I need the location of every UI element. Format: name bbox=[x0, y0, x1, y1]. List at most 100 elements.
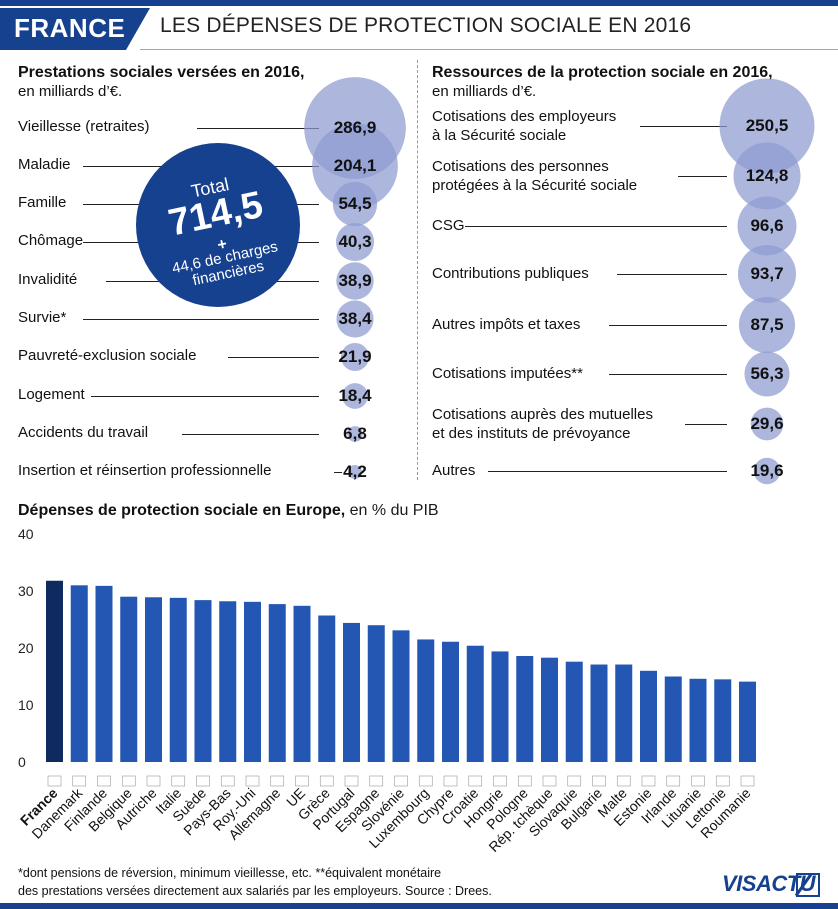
leader-line bbox=[90, 396, 319, 398]
y-tick-label: 40 bbox=[18, 526, 34, 542]
prestations-subtitle: en milliards d’€. bbox=[18, 83, 123, 100]
flag-icon bbox=[344, 775, 359, 787]
ressource-value: 250,5 bbox=[745, 116, 789, 135]
ressource-bubble bbox=[750, 407, 784, 441]
leader-line bbox=[464, 226, 727, 228]
ressource-bubble bbox=[744, 351, 790, 397]
bar bbox=[714, 679, 732, 762]
bar bbox=[516, 655, 534, 762]
ressource-bubble bbox=[738, 296, 796, 354]
prestation-value: 40,3 bbox=[338, 232, 372, 251]
prestation-value: 54,5 bbox=[338, 194, 372, 213]
prestation-label: Vieillesse (retraites) bbox=[18, 118, 150, 135]
bar bbox=[95, 585, 113, 762]
prestation-bubble bbox=[336, 262, 374, 300]
header-rule bbox=[140, 49, 838, 50]
flag-icon bbox=[220, 775, 235, 787]
flag-icon bbox=[468, 775, 483, 787]
ressources-subtitle: en milliards d’€. bbox=[432, 83, 537, 100]
bar bbox=[194, 600, 212, 762]
ressource-value: 93,7 bbox=[750, 264, 784, 283]
flag-icon bbox=[443, 775, 458, 787]
ressource-label: Cotisations auprès des mutuelles et des i… bbox=[432, 405, 653, 443]
logo-mark-icon bbox=[796, 873, 820, 897]
prestation-value: 38,9 bbox=[338, 271, 372, 290]
flag-icon bbox=[666, 775, 681, 787]
ressource-label-line: Autres impôts et taxes bbox=[432, 316, 581, 333]
ressource-label-line: protégées à la Sécurité sociale bbox=[432, 177, 638, 194]
prestation-label: Insertion et réinsertion professionnelle bbox=[18, 462, 272, 479]
ressource-label-line: Cotisations auprès des mutuelles bbox=[432, 406, 653, 423]
prestation-value: 6,8 bbox=[343, 424, 367, 443]
top-bar bbox=[0, 0, 838, 6]
prestation-bubble bbox=[340, 342, 370, 372]
ressource-label-line: Cotisations imputées** bbox=[432, 365, 583, 382]
prestation-label: Famille bbox=[18, 194, 67, 211]
ressource-bubble bbox=[733, 142, 801, 210]
ressource-bubble bbox=[737, 196, 797, 256]
ressource-label-line: à la Sécurité sociale bbox=[432, 127, 567, 144]
flag-icon bbox=[369, 775, 384, 787]
bar bbox=[590, 664, 608, 762]
prestation-bubble bbox=[342, 383, 368, 409]
ressources-title: Ressources de la protection sociale en 2… bbox=[432, 64, 773, 81]
ressource-bubble bbox=[753, 457, 781, 485]
prestation-label: Logement bbox=[18, 386, 85, 403]
prestation-bubble bbox=[335, 222, 375, 262]
ressource-value: 87,5 bbox=[750, 315, 784, 334]
y-tick-label: 30 bbox=[18, 583, 34, 599]
flag-icon bbox=[418, 775, 433, 787]
y-tick-label: 0 bbox=[18, 754, 26, 770]
bar bbox=[491, 651, 509, 762]
ressource-label-line: Cotisations des personnes bbox=[432, 158, 609, 175]
flag-icon bbox=[196, 775, 210, 787]
ressource-label: Autres bbox=[432, 461, 475, 480]
bar bbox=[318, 615, 336, 762]
leader-line bbox=[609, 374, 727, 376]
prestation-bubble bbox=[347, 426, 363, 442]
flag-icon bbox=[121, 775, 136, 787]
y-tick-label: 10 bbox=[18, 697, 34, 713]
ressource-label-line: Cotisations des employeurs bbox=[432, 108, 617, 125]
prestation-label: Accidents du travail bbox=[18, 424, 149, 441]
bar bbox=[343, 622, 360, 762]
prestation-value: 286,9 bbox=[333, 118, 377, 137]
ressource-label: Cotisations des employeurs à la Sécurité … bbox=[432, 107, 616, 145]
leader-line bbox=[227, 357, 319, 359]
y-tick-label: 20 bbox=[18, 640, 34, 656]
prestations-title: Prestations sociales versées en 2016, bbox=[18, 64, 305, 81]
column-divider bbox=[417, 60, 418, 480]
flag-icon bbox=[493, 775, 507, 787]
flag-icon bbox=[641, 775, 656, 787]
flag-icon bbox=[740, 775, 755, 787]
leader-line bbox=[677, 176, 727, 178]
bar bbox=[70, 585, 88, 762]
footnote: *dont pensions de réversion, minimum vie… bbox=[18, 864, 492, 900]
prestation-bubble bbox=[336, 300, 374, 338]
main-title: LES DÉPENSES DE PROTECTION SOCIALE EN 20… bbox=[160, 14, 692, 37]
ressource-label-line: CSG bbox=[432, 217, 465, 234]
leader-line bbox=[197, 128, 319, 130]
leader-line bbox=[609, 325, 727, 327]
ressource-bubble bbox=[719, 78, 815, 174]
ressource-label-line: Autres bbox=[432, 462, 476, 479]
bar bbox=[268, 604, 286, 762]
ressource-label: Cotisations imputées** bbox=[432, 364, 583, 383]
footnote-line1: *dont pensions de réversion, minimum vie… bbox=[18, 866, 442, 880]
leader-line bbox=[616, 274, 727, 276]
prestation-value: 204,1 bbox=[333, 156, 377, 175]
ressource-value: 56,3 bbox=[750, 364, 784, 383]
prestation-label: Maladie bbox=[18, 156, 71, 173]
footnote-line2: des prestations versées directement aux … bbox=[18, 884, 492, 898]
ressource-label: Contributions publiques bbox=[432, 264, 589, 283]
country-label: FRANCE bbox=[14, 13, 126, 43]
prestation-value: 38,4 bbox=[338, 309, 372, 328]
flag-icon bbox=[567, 775, 582, 787]
ressource-label: Cotisations des personnes protégées à la … bbox=[432, 157, 637, 195]
bar bbox=[689, 678, 707, 762]
bar bbox=[169, 597, 187, 762]
bar bbox=[664, 676, 682, 762]
flag-icon bbox=[542, 775, 557, 787]
flag-icon bbox=[47, 775, 62, 787]
bar bbox=[392, 630, 410, 762]
